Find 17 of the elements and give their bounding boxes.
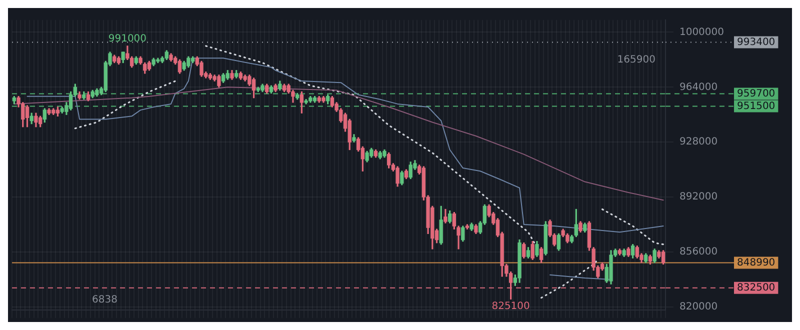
ref-line-label: 959700 [737, 88, 776, 100]
ref-line-label: 848990 [737, 257, 776, 268]
annotation: 991000 [108, 34, 147, 45]
line-series [601, 208, 664, 246]
y-tick-label: 820000 [679, 302, 718, 313]
annotation: 165900 [617, 54, 656, 66]
y-tick-label: 928000 [679, 136, 718, 148]
y-tick-label: 1000000 [679, 26, 724, 38]
annotation: 825100 [492, 300, 530, 312]
ref-line-label: 951500 [737, 100, 776, 112]
y-tick-label: 856000 [679, 246, 718, 258]
ref-line-label: 832500 [737, 282, 776, 294]
y-tick-label: 964000 [679, 82, 718, 93]
line-series [74, 80, 176, 130]
annotation: 6838 [92, 294, 118, 306]
y-tick-label: 892000 [679, 192, 718, 203]
ref-line-label: 993400 [737, 36, 776, 48]
